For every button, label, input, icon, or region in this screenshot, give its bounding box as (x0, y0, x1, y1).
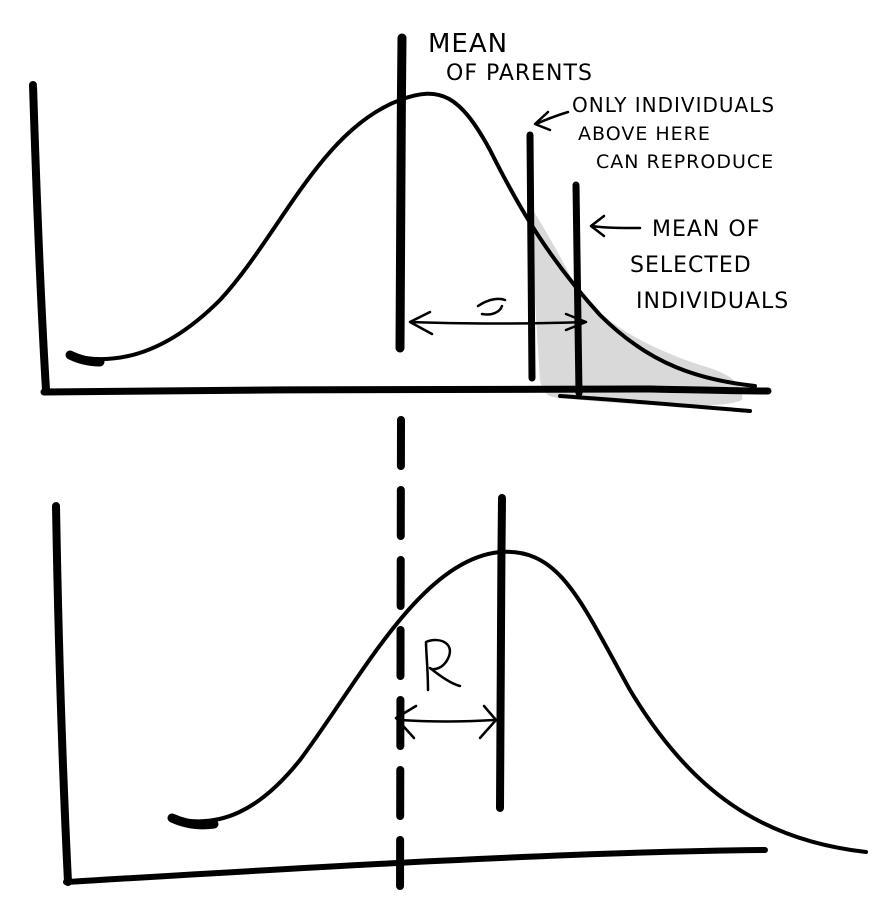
offspring-curve-left-tip (167, 813, 219, 830)
selected-mean-label-line3: INDIVIDUALS (636, 289, 789, 314)
offspring-distribution-curve (170, 549, 868, 854)
mean-of-parents-line (395, 33, 407, 353)
selected-mean-line (572, 181, 583, 397)
original-mean-dashed-line (396, 416, 405, 909)
selection-differential-label: S (472, 289, 492, 324)
top-x-axis-tail (558, 394, 752, 413)
selected-tail-shading (532, 210, 743, 406)
mean-of-parents-label-line2: OF PARENTS (446, 61, 593, 86)
response-arrow (394, 638, 498, 740)
bottom-x-axis (63, 847, 768, 885)
response-label: R (424, 659, 449, 699)
selected-mean-pointer-arrow (589, 214, 642, 238)
top-y-axis (29, 81, 50, 394)
selected-mean-label-line1: MEAN OF (652, 217, 760, 242)
parent-distribution-curve (68, 91, 757, 388)
offspring-mean-line (496, 494, 506, 812)
threshold-pointer-arrow (533, 110, 570, 132)
selection-differential-arrow (408, 297, 588, 336)
top-panel: S MEAN OF PARENTS ONLY INDIVIDUALS ABOVE… (29, 29, 789, 413)
bottom-y-axis (52, 502, 72, 886)
selected-mean-label-line2: SELECTED (630, 253, 752, 278)
threshold-label-line3: CAN REPRODUCE (596, 151, 774, 173)
mean-of-parents-label-line1: MEAN (428, 29, 508, 59)
bottom-panel: R (52, 416, 868, 909)
curve-left-tip (65, 350, 105, 367)
selection-threshold-line (526, 131, 536, 382)
threshold-label-line2: ABOVE HERE (578, 123, 711, 145)
threshold-label-line1: ONLY INDIVIDUALS (572, 93, 775, 117)
top-x-axis (40, 385, 772, 396)
